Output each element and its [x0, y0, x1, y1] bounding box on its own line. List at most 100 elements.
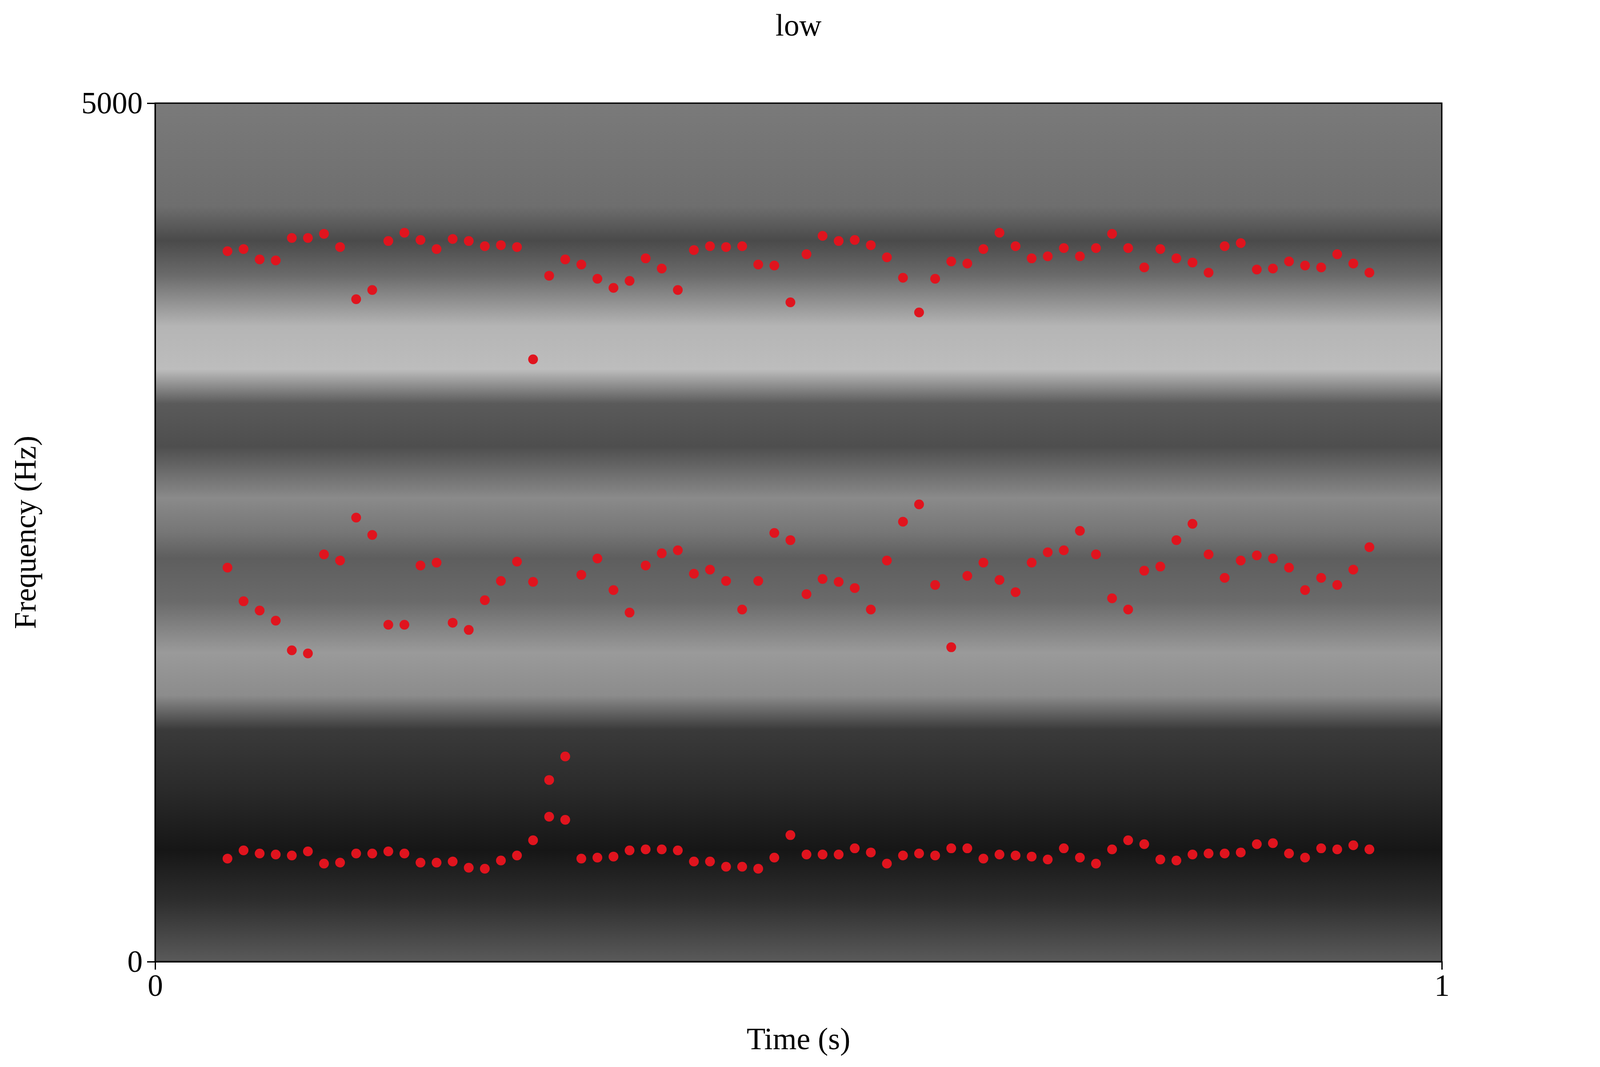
formant-point	[1268, 263, 1278, 274]
formant-point	[592, 273, 603, 284]
formant-point	[1364, 844, 1375, 854]
points	[222, 228, 1375, 874]
formant-point	[785, 297, 796, 308]
formant-point	[1284, 848, 1294, 859]
formant-point	[480, 863, 490, 874]
formant-point	[833, 849, 844, 860]
formant-point	[1268, 553, 1278, 564]
formant-point	[447, 856, 458, 867]
formant-point	[592, 553, 603, 564]
formant-point	[801, 849, 812, 860]
formant-point	[801, 589, 812, 600]
formant-point	[351, 512, 361, 523]
formant-point	[753, 576, 764, 586]
formant-point	[1203, 848, 1214, 859]
formant-point	[367, 284, 378, 295]
formant-point	[319, 549, 329, 560]
formant-point	[962, 258, 972, 269]
formant-point	[544, 811, 555, 822]
formant-point	[817, 849, 828, 860]
formant-point	[1026, 557, 1037, 568]
y-axis: 05000	[81, 86, 156, 979]
formant-point	[447, 617, 458, 628]
formant-point	[480, 241, 490, 252]
formant-point	[287, 645, 297, 656]
formant-point	[431, 244, 442, 254]
formant-point	[319, 858, 329, 868]
formant-point	[753, 259, 764, 270]
formant-point	[1042, 854, 1053, 864]
formant-point	[238, 845, 249, 856]
formant-point	[688, 245, 699, 256]
formant-point	[978, 244, 989, 254]
formant-point	[1075, 525, 1085, 536]
formant-point	[431, 857, 442, 868]
formant-point	[785, 829, 796, 840]
formant-point	[1091, 858, 1101, 868]
formant-point	[1139, 565, 1150, 576]
formant-point	[512, 556, 522, 567]
formant-point	[898, 516, 908, 527]
formant-point	[1139, 262, 1150, 273]
formant-point	[1042, 547, 1053, 557]
formant-point	[1236, 238, 1246, 248]
formant-point	[882, 858, 892, 868]
formant-point	[994, 574, 1005, 585]
x-tick-label: 0	[147, 968, 164, 1003]
y-axis-line	[147, 103, 156, 962]
formant-point	[1059, 843, 1069, 853]
formant-point	[1091, 243, 1101, 253]
formant-point	[624, 845, 635, 856]
formant-point	[704, 856, 715, 867]
formant-point	[464, 624, 474, 635]
formant-point	[1123, 243, 1133, 253]
formant-point	[849, 583, 860, 593]
spectrogram-background	[155, 103, 1442, 962]
formant-point	[1219, 848, 1230, 859]
formant-point	[962, 570, 972, 581]
formant-point	[222, 246, 233, 256]
formant-point	[1268, 838, 1278, 848]
formant-point	[592, 852, 603, 863]
formant-point	[383, 846, 394, 856]
formant-point	[415, 560, 426, 571]
formant-point	[399, 228, 410, 238]
formant-point	[383, 619, 394, 630]
formant-point	[672, 845, 683, 856]
formant-point	[994, 228, 1005, 238]
formant-point	[1010, 850, 1021, 860]
formant-point	[238, 244, 249, 254]
formant-point	[1107, 593, 1117, 604]
formant-point	[640, 844, 651, 854]
formant-point	[222, 562, 233, 573]
formant-point	[1348, 840, 1359, 850]
formant-point	[1107, 844, 1117, 854]
formant-point	[431, 557, 442, 568]
formant-point	[415, 857, 426, 868]
formant-point	[914, 499, 924, 510]
x-tick: 0	[147, 961, 164, 1003]
formant-point	[946, 642, 956, 652]
formant-point	[254, 254, 265, 264]
formant-point	[801, 249, 812, 260]
y-tick-label: 0	[127, 944, 144, 979]
formant-point	[576, 569, 587, 580]
formant-point	[1316, 262, 1327, 273]
formant-point	[1252, 839, 1262, 849]
formant-point	[335, 857, 345, 868]
formant-point	[946, 843, 956, 853]
formant-point	[1332, 580, 1343, 590]
formant-point	[1010, 241, 1021, 252]
formant-point	[769, 852, 780, 863]
formant-point	[1203, 549, 1214, 560]
formant-point	[464, 236, 474, 246]
formant-point	[1316, 843, 1327, 853]
formant-point	[528, 576, 538, 587]
formant-point	[303, 846, 313, 856]
formant-point	[464, 862, 474, 873]
formant-point	[914, 307, 924, 318]
formant-point	[512, 850, 522, 860]
formant-point	[1059, 545, 1069, 556]
formant-point	[1203, 267, 1214, 278]
formant-point	[496, 855, 506, 866]
